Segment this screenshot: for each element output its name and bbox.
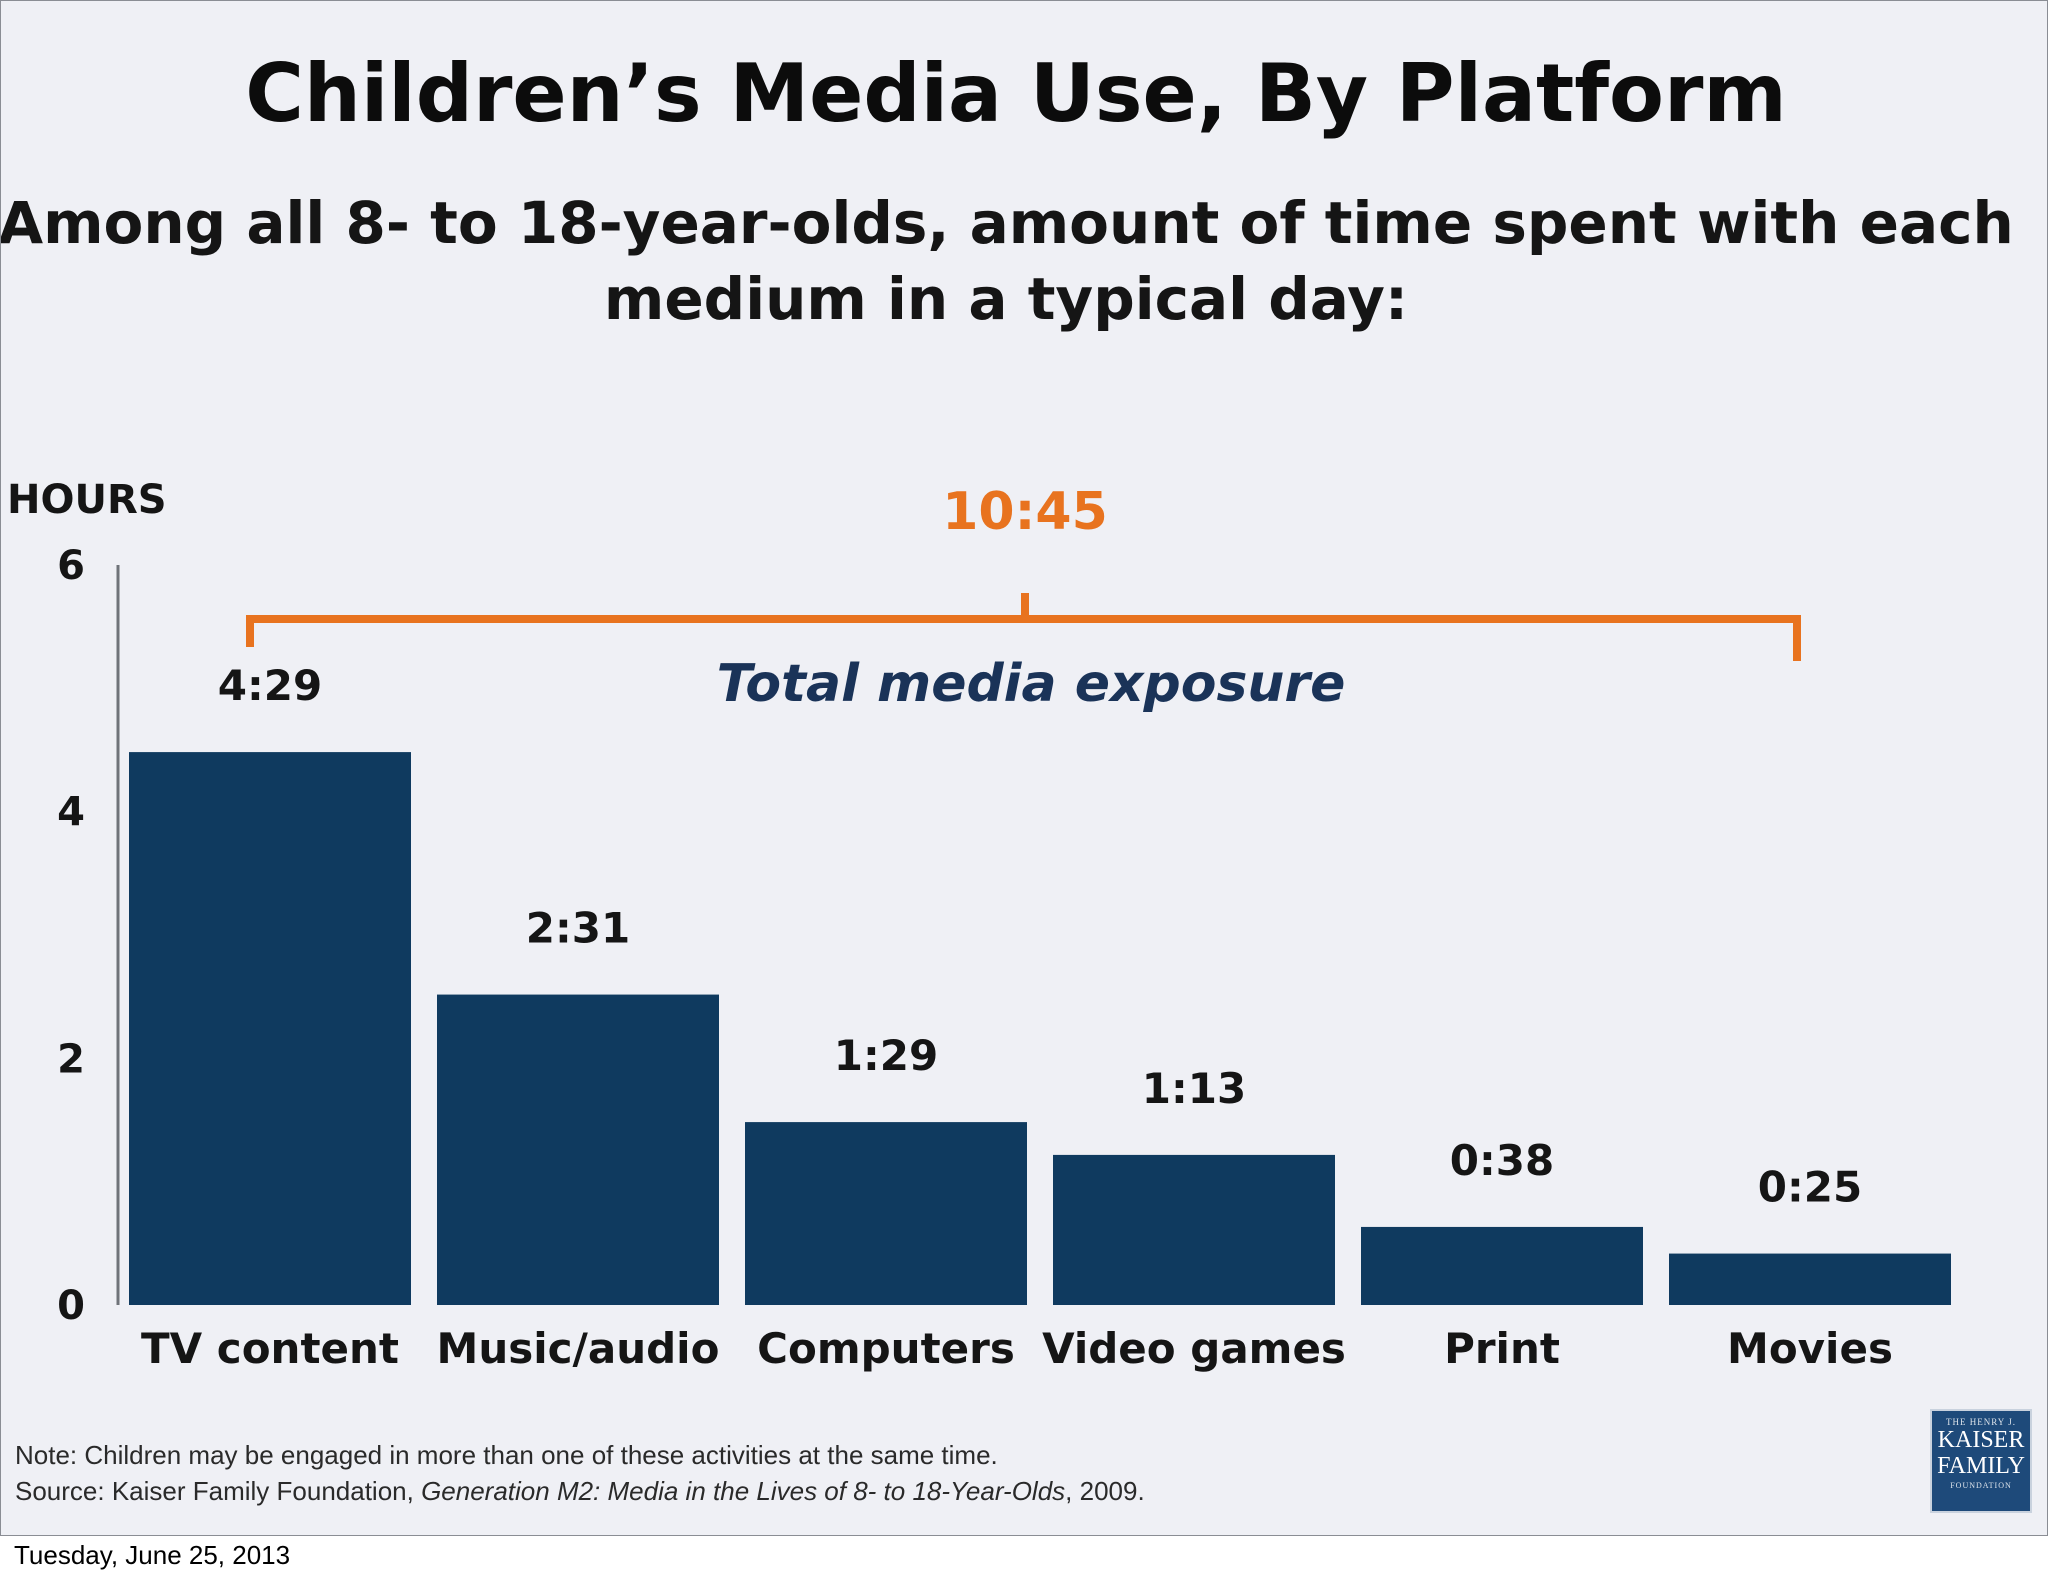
bars	[129, 752, 1951, 1305]
source-title: Generation M2: Media in the Lives of 8- …	[421, 1476, 1066, 1506]
category-label: Movies	[1727, 1324, 1893, 1373]
bar-value-label: 2:31	[526, 904, 630, 953]
y-ticks: 0 2 4 6	[57, 543, 85, 1329]
slide-date: Tuesday, June 25, 2013	[14, 1540, 291, 1570]
y-tick-label: 0	[57, 1283, 85, 1329]
slide: Children’s Media Use, By Platform Among …	[0, 0, 2048, 1536]
category-label: Computers	[757, 1324, 1015, 1373]
category-label: Music/audio	[437, 1324, 720, 1373]
source-suffix: , 2009.	[1065, 1476, 1145, 1506]
bar	[1361, 1226, 1643, 1305]
y-tick-label: 6	[57, 543, 85, 589]
bar	[129, 752, 411, 1305]
category-label: TV content	[141, 1324, 399, 1373]
logo-line-4: FOUNDATION	[1950, 1481, 2012, 1490]
bar	[1669, 1253, 1951, 1305]
bar	[745, 1122, 1027, 1305]
total-label: 10:45	[942, 482, 1108, 542]
y-tick-label: 4	[57, 790, 85, 836]
footnotes: Note: Children may be engaged in more th…	[15, 1437, 1145, 1509]
bar	[437, 994, 719, 1305]
total-bracket	[246, 593, 1801, 661]
chart-title: Children’s Media Use, By Platform	[245, 47, 1787, 140]
bar-value-label: 1:29	[834, 1031, 938, 1080]
logo-line-3: FAMILY	[1937, 1453, 2025, 1479]
logo-line-1: THE HENRY J.	[1946, 1417, 2016, 1427]
footnote-source: Source: Kaiser Family Foundation, Genera…	[15, 1473, 1145, 1509]
chart-subtitle-line-2: medium in a typical day:	[604, 265, 1408, 333]
bar	[1053, 1154, 1335, 1305]
y-axis-label: HOURS	[7, 477, 167, 523]
category-label: Video games	[1042, 1324, 1346, 1373]
bar-chart: Children’s Media Use, By Platform Among …	[1, 47, 2014, 1373]
category-label: Print	[1444, 1324, 1560, 1373]
footnote-note: Note: Children may be engaged in more th…	[15, 1440, 998, 1470]
bar-value-label: 1:13	[1142, 1064, 1246, 1113]
bar-value-label: 0:38	[1450, 1136, 1554, 1185]
y-tick-label: 2	[57, 1036, 85, 1082]
kaiser-family-foundation-logo: THE HENRY J. KAISER FAMILY FOUNDATION	[1930, 1409, 2032, 1513]
source-prefix: Source: Kaiser Family Foundation,	[15, 1476, 422, 1506]
bar-value-label: 4:29	[218, 661, 322, 710]
bar-value-label: 0:25	[1758, 1163, 1862, 1212]
value-labels: 4:29 2:31 1:29 1:13 0:38 0:25	[218, 661, 1862, 1211]
logo-line-2: KAISER	[1937, 1427, 2025, 1453]
chart-subtitle-line-1: Among all 8- to 18-year-olds, amount of …	[1, 189, 2014, 257]
category-labels: TV content Music/audio Computers Video game…	[141, 1324, 1893, 1373]
total-caption: Total media exposure	[717, 654, 1346, 714]
